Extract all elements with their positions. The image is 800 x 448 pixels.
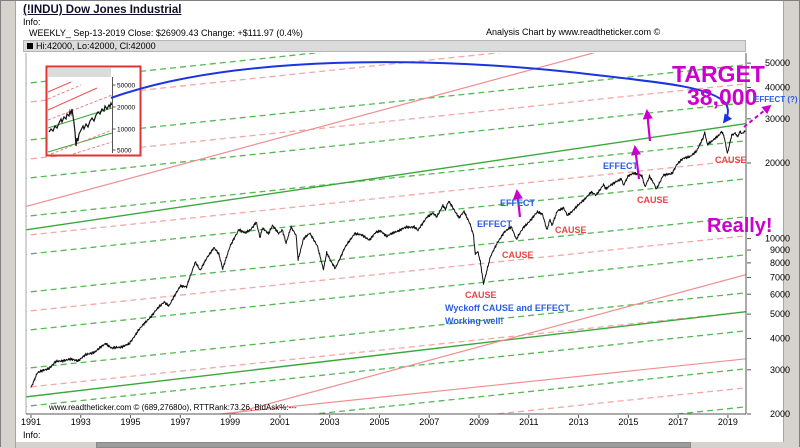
effect-arrow <box>642 108 653 142</box>
effect-annotation: EFFECT <box>477 219 512 229</box>
svg-text:3000: 3000 <box>770 365 790 375</box>
svg-text:20000: 20000 <box>117 105 135 112</box>
effect-arrow <box>512 188 523 218</box>
svg-text:40000: 40000 <box>765 82 790 92</box>
svg-text:1993: 1993 <box>71 417 91 427</box>
svg-text:6000: 6000 <box>770 289 790 299</box>
svg-text:20000: 20000 <box>765 158 790 168</box>
target-annotation-word: TARGET <box>672 61 765 87</box>
analysis-credit: Analysis Chart by www.readtheticker.com … <box>486 27 661 37</box>
series-swatch-icon <box>27 43 33 49</box>
blue-projection-arrow <box>110 61 733 124</box>
cause-annotation: CAUSE <box>637 195 669 205</box>
svg-text:7000: 7000 <box>770 272 790 282</box>
svg-text:1997: 1997 <box>170 417 190 427</box>
svg-text:2001: 2001 <box>270 417 290 427</box>
inset-price-series <box>48 101 113 147</box>
effect-annotation: EFFECT <box>500 198 535 208</box>
cause-annotation: CAUSE <box>465 290 497 300</box>
effect-arrow <box>630 144 642 180</box>
svg-text:5000: 5000 <box>117 148 132 155</box>
horizontal-scrollbar[interactable] <box>16 442 784 448</box>
wyckoff-note-line2: Working well! <box>445 316 504 326</box>
svg-text:10000: 10000 <box>765 234 790 244</box>
info-label-bottom: Info: <box>23 430 41 440</box>
svg-text:2000: 2000 <box>770 409 790 419</box>
hi-lo-close-bar: Hi:42000, Lo:42000, Cl:42000 <box>23 40 746 52</box>
target-annotation-value: 38,000 <box>687 84 758 110</box>
quote-summary: WEEKLY_ Sep-13-2019 Close: $26909.43 Cha… <box>29 28 303 38</box>
svg-text:2019: 2019 <box>718 417 738 427</box>
price-series <box>30 130 746 388</box>
svg-text:2003: 2003 <box>320 417 340 427</box>
svg-text:10000: 10000 <box>117 127 135 134</box>
really-annotation: Really! <box>707 215 773 237</box>
info-label-top: Info: <box>23 17 41 27</box>
effect-annotation: EFFECT <box>603 161 638 171</box>
svg-text:2015: 2015 <box>618 417 638 427</box>
svg-text:50000: 50000 <box>765 58 790 68</box>
svg-text:5000: 5000 <box>770 309 790 319</box>
svg-text:2011: 2011 <box>519 417 538 427</box>
svg-text:1991: 1991 <box>21 417 41 427</box>
cause-annotation: CAUSE <box>715 155 747 165</box>
axes: 5000040000300002000010000900080007000600… <box>21 53 790 427</box>
svg-text:2013: 2013 <box>569 417 589 427</box>
cause-annotation: CAUSE <box>502 250 534 260</box>
svg-text:4000: 4000 <box>770 333 790 343</box>
effect-question-annotation: EFFECT (?) <box>754 95 798 104</box>
svg-text:1995: 1995 <box>121 417 141 427</box>
svg-text:2009: 2009 <box>469 417 489 427</box>
svg-text:50000: 50000 <box>117 83 135 90</box>
annotation-arrows <box>110 61 772 218</box>
window-left-edge <box>1 1 16 448</box>
cause-annotation: CAUSE <box>555 225 587 235</box>
wyckoff-note-line1: Wyckoff CAUSE and EFFECT <box>445 303 570 313</box>
svg-text:2017: 2017 <box>668 417 688 427</box>
horizontal-scrollbar-thumb[interactable] <box>96 442 691 448</box>
svg-text:2005: 2005 <box>369 417 389 427</box>
svg-text:2007: 2007 <box>419 417 439 427</box>
symbol-title: (!INDU) Dow Jones Industrial <box>23 4 182 16</box>
inset-monthly-chart: 50000 20000 10000 5000 <box>45 65 142 157</box>
svg-text:8000: 8000 <box>770 258 790 268</box>
window-right-edge <box>783 1 799 448</box>
projection-arrow-dashed <box>743 104 772 128</box>
svg-text:9000: 9000 <box>770 245 790 255</box>
svg-text:1999: 1999 <box>220 417 240 427</box>
hi-lo-close-text: Hi:42000, Lo:42000, Cl:42000 <box>36 41 156 51</box>
chart-watermark: www.readtheticker.com © (689,27680o), RT… <box>49 403 297 412</box>
svg-text:30000: 30000 <box>765 114 790 124</box>
